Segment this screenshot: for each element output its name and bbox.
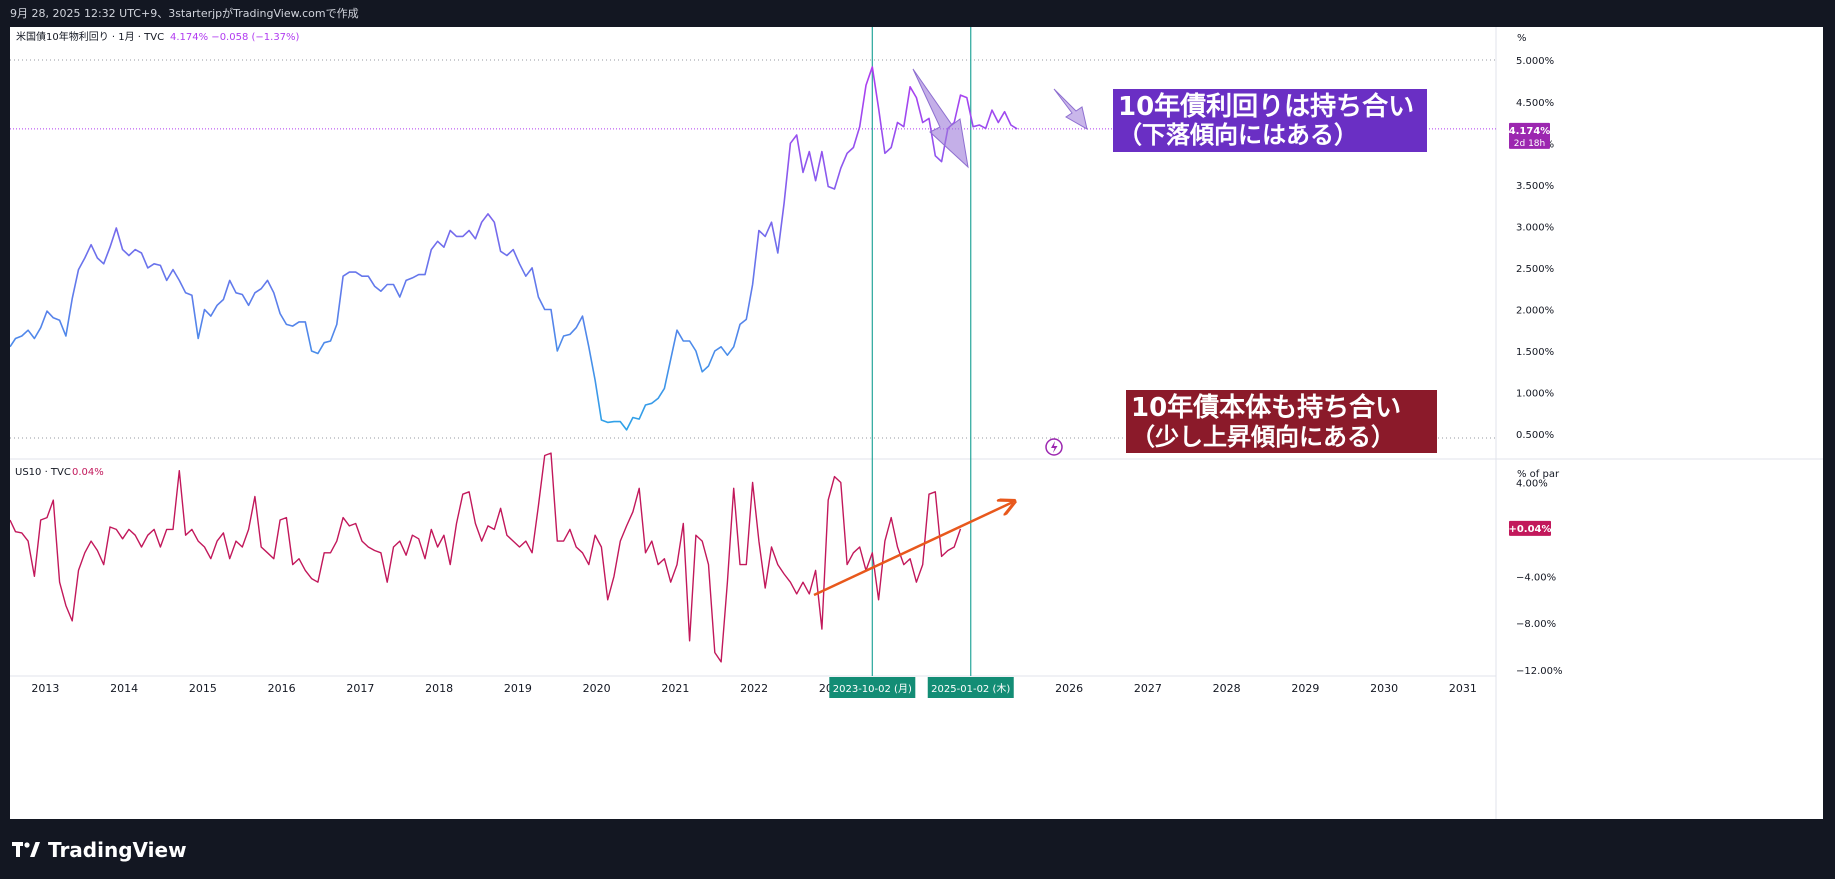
yield-y-tick-label: 2.500% — [1516, 264, 1554, 275]
yield-price-tag: 4.174% — [1509, 126, 1551, 137]
x-tick-label: 2029 — [1291, 682, 1319, 695]
yield-legend-symbol: 米国債10年物利回り · 1月 · TVC — [16, 30, 164, 43]
yield-y-tick-label: 1.500% — [1516, 347, 1554, 358]
bond-legend-symbol: US10 · TVC — [15, 467, 71, 478]
yield-annotation-line2: （下落傾向にはある） — [1118, 121, 1358, 149]
x-tick-label: 2031 — [1449, 682, 1477, 695]
x-tick-label: 2014 — [110, 682, 138, 695]
x-tick-label: 2020 — [583, 682, 611, 695]
yield-y-tick-label: 3.500% — [1516, 181, 1554, 192]
x-tick-label: 2027 — [1134, 682, 1162, 695]
yield-series-line — [9, 66, 1018, 431]
bond-y-tick-label: −8.00% — [1516, 619, 1556, 630]
yield-y-tick-label: 0.500% — [1516, 430, 1554, 441]
yield-legend-values: 4.174% −0.058 (−1.37%) — [170, 32, 300, 43]
bond-axis-unit: % of par — [1517, 469, 1560, 480]
x-tick-label: 2019 — [504, 682, 532, 695]
bond-series-line — [9, 452, 962, 663]
bond-annotation-box[interactable] — [1126, 390, 1437, 453]
x-tick-label: 2017 — [346, 682, 374, 695]
yield-annotation-line1: 10年債利回りは持ち合い — [1118, 91, 1414, 122]
yield-y-tick-label: 1.000% — [1516, 389, 1554, 400]
chart-caption: 9月 28, 2025 12:32 UTC+9、3starterjpがTradi… — [10, 7, 359, 20]
yield-annotation-box[interactable] — [1113, 89, 1427, 152]
bond-price-tag: +0.04% — [1508, 524, 1551, 535]
bond-price-tag-bg — [1509, 520, 1551, 536]
x-tick-label: 2018 — [425, 682, 453, 695]
bond-legend-value: 0.04% — [72, 467, 104, 478]
crosshair-date-label-bg — [829, 677, 916, 698]
yield-y-tick-label: 5.000% — [1516, 56, 1554, 67]
bond-y-tick-label: −12.00% — [1516, 666, 1563, 677]
chart-frame[interactable]: 0.500% 1.000% 1.500% 2.000% 2.500% 3.000% 3.50… — [9, 27, 1823, 819]
yield-countdown: 2d 18h — [1514, 139, 1545, 149]
x-tick-label: 2013 — [31, 682, 59, 695]
crosshair-date-label-bg — [927, 677, 1014, 698]
bond-y-tick-label: 4.00% — [1516, 478, 1548, 489]
x-tick-label: 2021 — [661, 682, 689, 695]
yield-axis-unit: % — [1517, 33, 1527, 44]
up-trend-arrow-icon — [813, 502, 1013, 597]
x-tick-label: 2030 — [1370, 682, 1398, 695]
bond-annotation-line2: （少し上昇傾向にある） — [1131, 423, 1395, 451]
yield-y-tick-label: 2.000% — [1516, 305, 1554, 316]
yield-y-tick-label: 3.000% — [1516, 222, 1554, 233]
x-tick-label: 2028 — [1213, 682, 1241, 695]
bond-annotation-line1: 10年債本体も持ち合い — [1131, 392, 1401, 423]
down-arrow-icon — [1053, 88, 1088, 130]
tradingview-logo-icon — [12, 842, 40, 857]
bond-y-tick-label: −4.00% — [1516, 572, 1556, 583]
brand-name: TradingView — [48, 838, 187, 862]
x-tick-label: 2015 — [189, 682, 217, 695]
tradingview-logo[interactable]: TradingView — [12, 838, 187, 862]
x-tick-label: 2026 — [1055, 682, 1083, 695]
crosshair-date-label: 2023-10-02 (月) — [833, 683, 912, 695]
chart-canvas[interactable]: 0.500% 1.000% 1.500% 2.000% 2.500% 3.000% 3.50… — [9, 27, 1823, 819]
x-tick-label: 2016 — [268, 682, 296, 695]
yield-price-tag-bg — [1509, 122, 1550, 149]
x-tick-label: 2022 — [740, 682, 768, 695]
down-arrow-icon — [912, 68, 969, 169]
yield-y-tick-label: 4.500% — [1516, 98, 1554, 109]
crosshair-date-label: 2025-01-02 (木) — [931, 683, 1010, 695]
